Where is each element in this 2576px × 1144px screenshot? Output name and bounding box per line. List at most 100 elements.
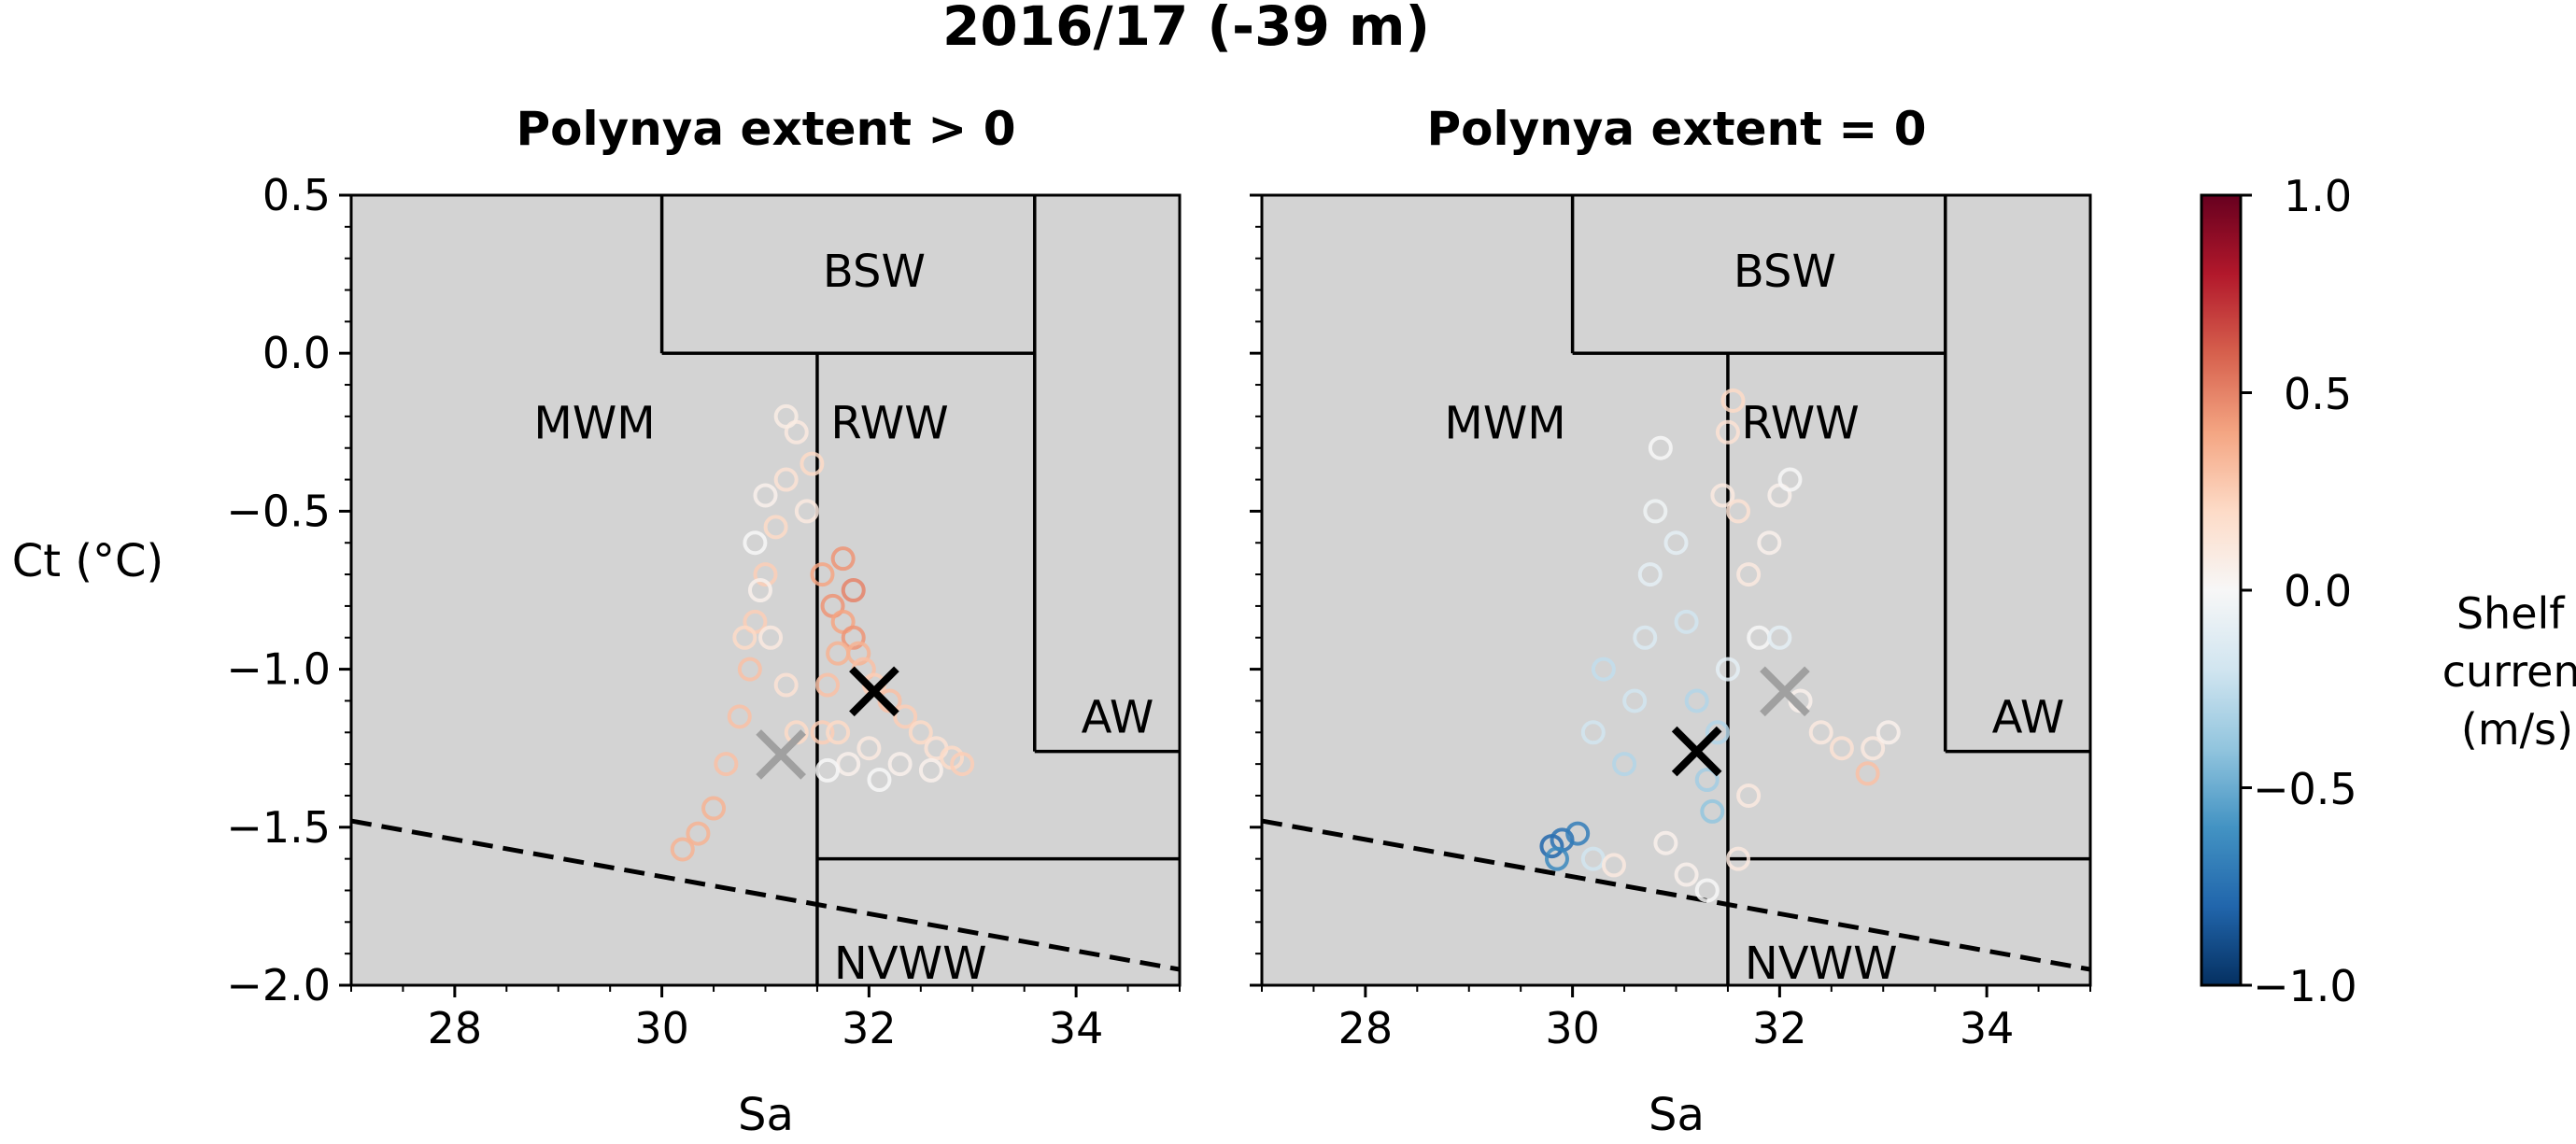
freezing-line [1261,818,2091,972]
scatter-point [747,578,772,602]
scatter-point [773,672,799,698]
scatter-point [800,451,825,476]
colorbar-gradient [2200,193,2243,987]
scatter-point [815,672,841,698]
scatter-point [1736,783,1762,808]
region-label-bsw: BSW [823,246,926,298]
y-tick-label: −1.5 [226,802,331,853]
scatter-point [1705,720,1730,745]
freezing-line-left [350,818,1181,972]
scatter-point [1601,853,1626,878]
scatter-point [763,515,788,540]
scatter-point [918,757,943,783]
scatter-point [732,625,757,650]
scatter-point [1700,798,1725,824]
scatter-point [670,837,695,862]
mean-markers-left [756,666,899,780]
region-label-rww: RWW [830,398,948,450]
scatter-point [686,821,711,846]
scatter-point [753,562,778,587]
scatter-point [841,625,866,650]
plot-area-right [1260,193,2092,987]
scatter-point [1580,720,1606,745]
scatter-point [1653,830,1678,855]
scatter-point [867,768,892,793]
marker-stroke [849,666,899,717]
scatter-point [815,757,841,783]
freezing-line-right [1261,818,2091,972]
scatter-point [1633,625,1658,650]
scatter-point [1710,483,1735,508]
panel-right: Polynya extent = 0 BSW MWM RWW AW NVWW 2… [1250,102,2092,1141]
scatter-point [1565,821,1591,846]
colorbar-label: Shelf current (m/s) [2442,588,2576,755]
scatter-point [1726,499,1751,524]
water-mass-boundaries-left [659,195,1180,985]
panel-left-title: Polynya extent > 0 [516,102,1015,156]
scatter-point [1808,720,1833,745]
marker-stroke [1671,726,1722,777]
colorbar-label-line: (m/s) [2461,704,2573,755]
colorbar-tick-label: 0.0 [2284,566,2352,616]
y-tick-label: 0.0 [262,328,331,378]
water-mass-boundaries-right [1570,195,2090,985]
y-tick-label: 0.5 [262,170,331,220]
colorbar-tick-label: −0.5 [2253,764,2357,814]
figure-title: 2016/17 (-39 m) [942,0,1430,58]
axis-ticks-left [339,193,1181,997]
scatter-point [1767,625,1792,650]
colorbar-tick-label: 1.0 [2284,171,2352,221]
scatter-point [701,796,727,821]
x-axis-label-right: Sa [1649,1089,1705,1141]
scatter-point [893,704,918,729]
scatter-point [810,720,835,745]
scatter-point [1544,846,1569,871]
scatter-point [1643,499,1668,524]
scatter-point [908,720,933,745]
scatter-point [1663,530,1689,556]
scatter-point [1674,862,1699,887]
x-tick-label: 28 [1338,1003,1394,1053]
panel-right-title: Polynya extent = 0 [1426,102,1926,156]
scatter-point [1855,761,1880,786]
scatter-point [1591,657,1616,682]
marker-stroke [1760,666,1810,717]
scatter-point [887,752,913,777]
marker-stroke [756,729,806,780]
scatter-point [1757,530,1782,556]
x-tick-label: 28 [428,1003,483,1053]
region-label-rww: RWW [1741,398,1859,450]
y-tick-label: −1.0 [226,644,331,695]
region-label-aw: AW [1992,691,2065,743]
scatter-point [758,625,784,650]
scatter-point [1694,878,1720,903]
plot-area-left [349,193,1182,987]
region-labels-left: BSW MWM RWW AW NVWW [533,246,1154,990]
scatter-point [810,562,835,587]
region-labels-right: BSW MWM RWW AW NVWW [1444,246,2064,990]
scatter-point [1726,846,1751,871]
scatter-point [1875,720,1901,745]
colorbar-label-line: Shelf [2456,588,2566,639]
scatter-point [1715,419,1740,445]
colorbar-label-line: current [2442,646,2576,697]
scatter-point [714,752,739,777]
scatter-point [1637,562,1663,587]
region-label-nvww: NVWW [1745,938,1898,990]
colorbar-tick-label: 0.5 [2284,369,2352,419]
region-label-mwm: MWM [1444,398,1565,450]
region-label-nvww: NVWW [834,938,987,990]
x-tick-label: 30 [1545,1003,1600,1053]
x-axis-label-left: Sa [738,1089,794,1141]
scatter-point [1720,388,1746,413]
scatter-point [743,530,768,556]
scatter-point [1829,736,1854,761]
mean-marker-black [1671,726,1722,777]
mean-markers-right [1671,666,1810,777]
mean-marker-gray [756,729,806,780]
scatter-point [1777,467,1803,492]
scatter-point [753,483,778,508]
scatter-point [1694,768,1720,793]
x-tick-label: 32 [842,1003,897,1053]
colorbar: 1.0 0.5 0.0 −0.5 −1.0 Shelf current (m/s… [2200,171,2576,1011]
